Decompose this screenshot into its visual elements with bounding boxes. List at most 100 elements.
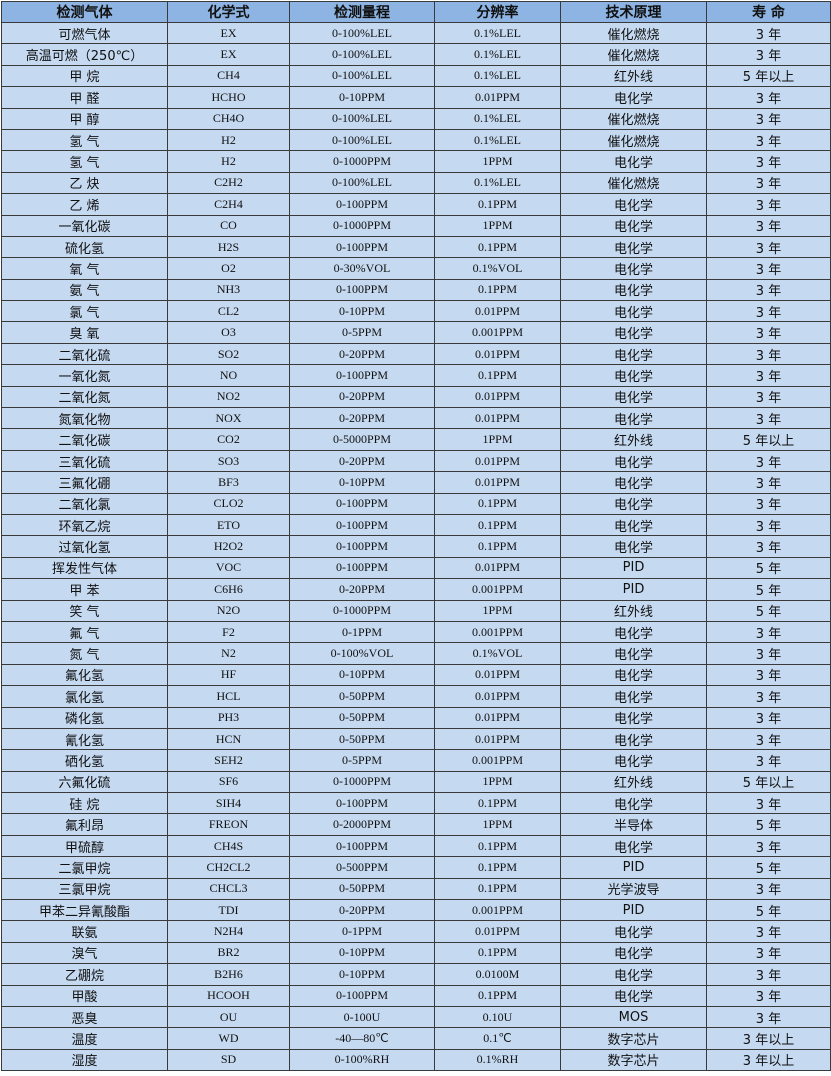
cell-gas: 二氧化硫 [1,342,168,366]
cell-gas: 甲 苯 [1,578,168,601]
cell-lifespan: 3 年 [706,257,831,280]
cell-lifespan: 3 年 [706,706,831,729]
header-principle: 技术原理 [560,1,707,23]
cell-principle: 电化学 [560,620,707,644]
cell-formula: WD [167,1027,290,1050]
cell-principle: PID [560,578,707,601]
cell-gas: 过氧化氢 [1,535,168,558]
header-formula: 化学式 [167,1,290,23]
cell-range: 0-10PPM [289,963,435,986]
cell-principle: 电化学 [560,834,707,858]
cell-resolution: 0.01PPM [434,300,561,323]
table-row: 联氨 N2H4 0-1PPM 0.01PPM 电化学 3 年 [1,920,831,943]
cell-resolution: 0.0100M [434,963,561,986]
cell-formula: SIH4 [167,792,290,815]
cell-resolution: 0.1%LEL [434,128,561,152]
cell-principle: 红外线 [560,64,707,88]
cell-formula: HCN [167,727,290,751]
cell-resolution: 0.1%LEL [434,43,561,66]
cell-range: 0-50PPM [289,706,435,729]
cell-principle: 电化学 [560,449,707,473]
table-row: 氟化氢 HF 0-10PPM 0.01PPM 电化学 3 年 [1,663,831,687]
cell-formula: N2H4 [167,920,290,943]
cell-lifespan: 3 年 [706,171,831,195]
table-row: 氮氧化物 NOX 0-20PPM 0.01PPM 电化学 3 年 [1,407,831,430]
cell-gas: 硒化氢 [1,749,168,772]
cell-range: 0-100PPM [289,556,435,580]
cell-lifespan: 3 年 [706,920,831,943]
cell-gas: 氨 气 [1,278,168,302]
cell-range: 0-10PPM [289,941,435,965]
cell-principle: 电化学 [560,535,707,558]
cell-principle: PID [560,856,707,879]
cell-lifespan: 3 年 [706,278,831,302]
cell-gas: 二氯甲烷 [1,856,168,879]
cell-resolution: 0.1PPM [434,235,561,259]
cell-range: 0-1000PPM [289,599,435,622]
cell-lifespan: 3 年 [706,642,831,665]
cell-formula: FREON [167,813,290,836]
cell-principle: 电化学 [560,727,707,751]
table-row: 温度 WD -40—80℃ 0.1℃ 数字芯片 3 年以上 [1,1027,831,1050]
cell-resolution: 0.1%LEL [434,64,561,88]
cell-formula: SO3 [167,449,290,473]
cell-principle: 催化燃烧 [560,128,707,152]
cell-formula: TDI [167,899,290,922]
cell-principle: 电化学 [560,278,707,302]
cell-principle: 电化学 [560,471,707,494]
cell-principle: 电化学 [560,300,707,323]
cell-formula: SD [167,1048,290,1072]
cell-principle: 电化学 [560,86,707,109]
cell-formula: NO2 [167,385,290,409]
cell-formula: OU [167,1005,290,1029]
cell-formula: CO [167,214,290,237]
cell-resolution: 0.01PPM [434,449,561,473]
cell-resolution: 0.001PPM [434,620,561,644]
cell-principle: 催化燃烧 [560,107,707,130]
cell-principle: 电化学 [560,321,707,344]
cell-gas: 氟 气 [1,620,168,644]
cell-gas: 三氧化硫 [1,449,168,473]
cell-lifespan: 3 年 [706,235,831,259]
cell-gas: 甲 醛 [1,86,168,109]
cell-range: 0-1PPM [289,920,435,943]
cell-lifespan: 3 年 [706,407,831,430]
cell-range: 0-5PPM [289,749,435,772]
cell-gas: 环氧乙烷 [1,513,168,537]
table-row: 恶臭 OU 0-100U 0.10U MOS 3 年 [1,1005,831,1029]
cell-lifespan: 3 年 [706,43,831,66]
cell-range: 0-50PPM [289,877,435,901]
cell-resolution: 0.1PPM [434,834,561,858]
cell-gas: 甲 烷 [1,64,168,88]
table-row: 乙 烯 C2H4 0-100PPM 0.1PPM 电化学 3 年 [1,193,831,216]
cell-resolution: 0.1PPM [434,535,561,558]
cell-range: 0-2000PPM [289,813,435,836]
table-row: 甲苯二异氰酸酯 TDI 0-20PPM 0.001PPM PID 5 年 [1,899,831,922]
cell-resolution: 0.1%LEL [434,107,561,130]
cell-gas: 六氟化硫 [1,770,168,794]
table-row: 硅 烷 SIH4 0-100PPM 0.1PPM 电化学 3 年 [1,792,831,815]
cell-lifespan: 3 年 [706,941,831,965]
cell-lifespan: 3 年 [706,513,831,537]
table-row: 乙硼烷 B2H6 0-10PPM 0.0100M 电化学 3 年 [1,963,831,986]
cell-formula: H2 [167,150,290,173]
cell-range: 0-100PPM [289,834,435,858]
cell-lifespan: 3 年 [706,471,831,494]
cell-gas: 氯化氢 [1,685,168,708]
cell-lifespan: 3 年以上 [706,1027,831,1050]
cell-lifespan: 3 年 [706,984,831,1007]
cell-range: 0-30%VOL [289,257,435,280]
cell-lifespan: 3 年 [706,342,831,366]
cell-range: 0-100PPM [289,364,435,387]
cell-lifespan: 5 年 [706,578,831,601]
cell-lifespan: 3 年 [706,150,831,173]
cell-range: 0-500PPM [289,856,435,879]
cell-formula: F2 [167,620,290,644]
table-row: 二氯甲烷 CH2CL2 0-500PPM 0.1PPM PID 5 年 [1,856,831,879]
table-row: 二氧化硫 SO2 0-20PPM 0.01PPM 电化学 3 年 [1,342,831,366]
cell-formula: O3 [167,321,290,344]
cell-resolution: 0.01PPM [434,342,561,366]
cell-formula: NOX [167,407,290,430]
cell-resolution: 0.1PPM [434,792,561,815]
cell-lifespan: 3 年 [706,492,831,515]
